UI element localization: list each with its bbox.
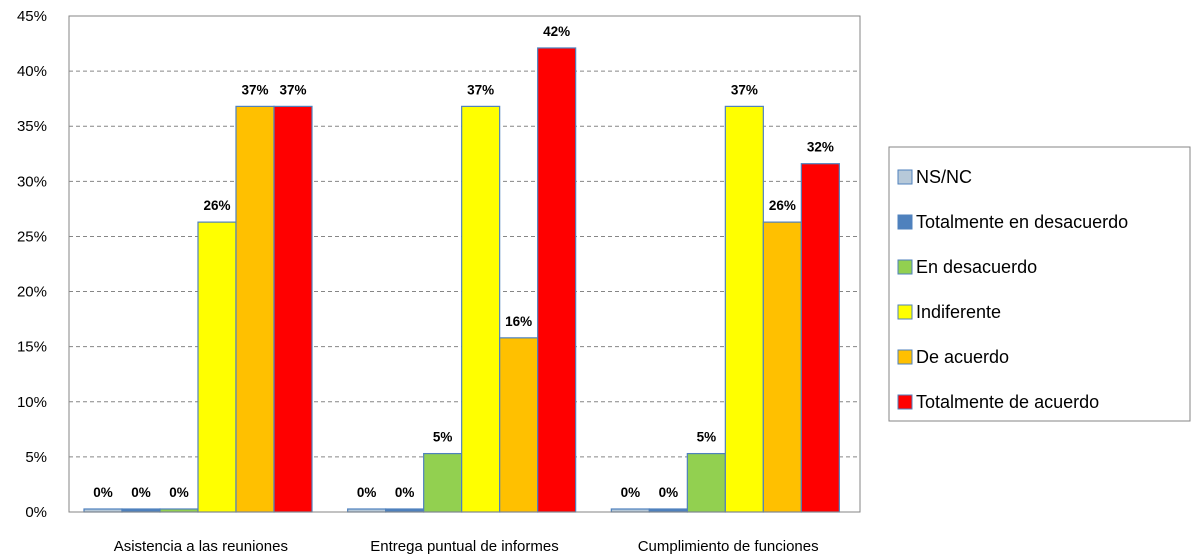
legend-label: De acuerdo (916, 347, 1009, 367)
bar (461, 105, 501, 513)
legend-swatch (897, 349, 913, 365)
data-label: 16% (505, 314, 532, 329)
data-label: 0% (357, 485, 377, 500)
legend-frame (888, 146, 1191, 422)
y-tick-label: 40% (17, 63, 47, 80)
data-label: 5% (697, 430, 717, 445)
x-axis-categories: Asistencia a las reuniones Entrega puntua… (114, 538, 819, 555)
data-label: 5% (433, 430, 453, 445)
x-category-label: Cumplimiento de funciones (638, 538, 819, 555)
legend-label: Totalmente de acuerdo (916, 392, 1099, 412)
data-label: 37% (467, 82, 494, 97)
data-label: 0% (395, 485, 415, 500)
y-tick-label: 20% (17, 284, 47, 301)
legend-label: NS/NC (916, 167, 972, 187)
legend-swatch (897, 169, 913, 185)
y-tick-label: 30% (17, 173, 47, 190)
y-tick-label: 15% (17, 339, 47, 356)
legend-label: Indiferente (916, 302, 1001, 322)
x-category-label: Entrega puntual de informes (370, 538, 558, 555)
data-labels: 0% 0% 0% 26% 37% 37% 0% 0% 5% 37% 16% 42% 0% 0% 5% 37% 2… (93, 24, 834, 500)
legend-label: Totalmente en desacuerdo (916, 212, 1128, 232)
bar (235, 105, 275, 513)
data-label: 0% (169, 485, 189, 500)
x-category-label: Asistencia a las reuniones (114, 538, 288, 555)
y-tick-label: 5% (25, 449, 47, 466)
plot-area-frame (68, 15, 861, 513)
legend-label: En desacuerdo (916, 257, 1037, 277)
bar (686, 452, 726, 513)
bar (762, 221, 802, 513)
bar (724, 105, 764, 513)
bar (423, 452, 463, 513)
legend-swatch (897, 214, 913, 230)
y-tick-label: 35% (17, 118, 47, 135)
data-label: 0% (659, 485, 679, 500)
y-tick-label: 10% (17, 394, 47, 411)
y-tick-label: 45% (17, 8, 47, 25)
data-label: 0% (93, 485, 113, 500)
data-label: 37% (279, 82, 306, 97)
bar (197, 221, 237, 513)
data-label: 26% (769, 198, 796, 213)
legend-swatch (897, 304, 913, 320)
legend-swatch (897, 259, 913, 275)
bar (273, 105, 313, 513)
data-label: 37% (241, 82, 268, 97)
data-label: 26% (203, 198, 230, 213)
data-label: 0% (621, 485, 641, 500)
legend: NS/NC Totalmente en desacuerdo En desacuer… (888, 146, 1191, 422)
legend-swatch (897, 394, 913, 410)
bar (800, 163, 840, 513)
bar (499, 337, 539, 513)
y-tick-label: 25% (17, 228, 47, 245)
y-tick-label: 0% (25, 504, 47, 521)
data-label: 37% (731, 82, 758, 97)
data-label: 32% (807, 140, 834, 155)
data-label: 0% (131, 485, 151, 500)
data-label: 42% (543, 24, 570, 39)
bar (537, 47, 577, 513)
bars (83, 47, 840, 513)
y-axis-ticks: 0% 5% 10% 15% 20% 25% 30% 35% 40% 45% (17, 8, 47, 521)
